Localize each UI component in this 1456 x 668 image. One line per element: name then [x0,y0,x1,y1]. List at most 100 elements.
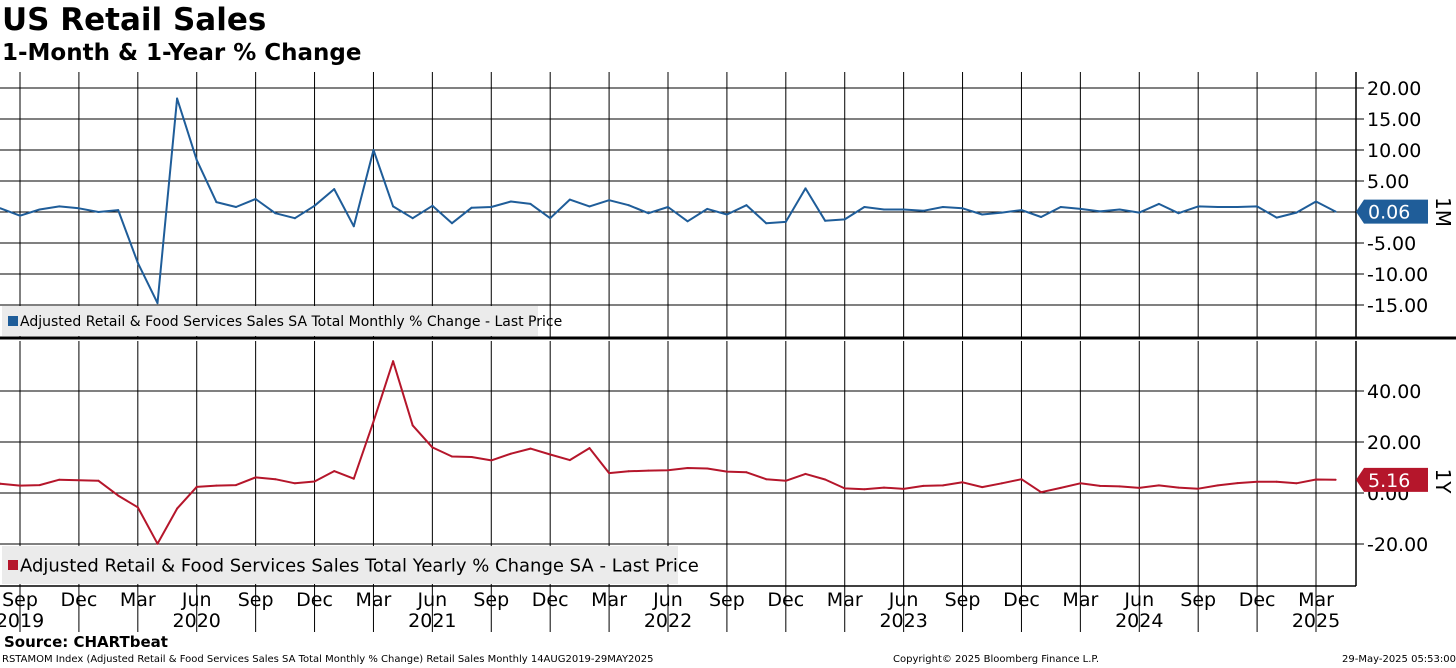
data-point [1079,482,1082,485]
data-point [549,217,552,220]
data-point [647,469,650,472]
x-year-label: 2019 [0,610,44,632]
data-point [568,459,571,462]
chart-subtitle: 1-Month & 1-Year % Change [2,40,362,66]
data-point [136,506,139,509]
data-point [235,206,237,208]
data-point [843,218,846,221]
data-point [1040,491,1043,494]
x-month-label: Mar [356,589,392,611]
data-point [431,204,434,207]
y-tick-label: 20.00 [1367,432,1421,454]
data-point [490,206,493,208]
data-point [19,484,21,487]
x-month-label: Sep [945,589,981,611]
last-value-label: 5.16 [1368,470,1410,492]
data-point [490,459,493,462]
data-point [215,201,218,204]
data-point [392,360,395,363]
legend-label: Adjusted Retail & Food Services Sales SA… [20,314,562,330]
data-point [58,205,61,208]
x-year-label: 2025 [1292,610,1340,632]
y-tick-label: -10.00 [1367,264,1428,286]
data-point [38,484,41,487]
y-tick-label: 10.00 [1367,140,1421,162]
data-point [97,211,100,213]
last-value-label: 0.06 [1368,202,1410,224]
data-point [883,486,885,489]
data-point [0,482,2,485]
data-point [824,478,827,481]
data-point [1197,205,1200,208]
x-month-label: Dec [1003,589,1040,611]
legend-swatch [8,316,18,326]
x-year-label: 2020 [173,610,221,632]
data-point [1275,216,1278,219]
data-point [1197,487,1200,490]
data-point [824,219,827,222]
data-point [1118,485,1121,488]
source-label: Source: CHARTbeat [4,633,168,651]
data-point [1295,211,1298,214]
data-point [745,204,748,207]
data-point [765,478,768,481]
x-year-label: 2022 [644,610,692,632]
data-point [97,479,100,482]
x-month-label: Mar [1062,589,1098,611]
data-point [1020,209,1023,212]
data-point [1256,480,1259,483]
data-point [1256,205,1259,208]
data-point [451,455,453,458]
panel-label: 1Y [1431,469,1455,495]
data-point [352,477,355,480]
data-point [686,467,689,469]
data-point [1315,200,1317,203]
yearly-change-line [0,360,1336,545]
data-point [706,207,709,210]
data-point [1099,484,1101,487]
x-month-label: Mar [827,589,863,611]
data-point [1040,216,1043,218]
data-point [1216,484,1219,487]
data-point [0,207,2,210]
data-point [784,220,787,223]
data-point [608,472,611,475]
legend-swatch [8,560,18,570]
data-point [470,456,473,458]
data-point [686,220,689,223]
data-point [765,222,768,225]
data-point [293,482,296,485]
data-point [77,479,80,482]
data-point [568,198,571,201]
data-point [117,494,120,497]
x-month-label: Jun [652,589,683,611]
data-point [411,217,414,220]
data-point [333,188,336,191]
data-point [1334,210,1337,213]
x-month-label: Sep [2,589,38,611]
data-point [627,204,630,207]
data-point [608,199,611,202]
data-point [1059,486,1062,489]
data-point [117,209,120,212]
data-point [981,213,984,216]
data-point [333,470,336,473]
data-point [1000,211,1003,214]
last-value-box [1356,467,1428,492]
x-month-label: Jun [417,589,448,611]
data-point [156,542,159,545]
data-point [1236,482,1239,485]
x-month-label: Dec [532,589,569,611]
x-month-label: Jun [888,589,919,611]
data-point [470,206,473,209]
data-point [313,480,316,483]
data-point [667,206,669,208]
data-point [647,212,650,215]
data-point [176,507,179,510]
data-point [352,225,355,228]
y-tick-label: -5.00 [1367,233,1416,255]
data-point [136,261,139,264]
x-month-label: Sep [709,589,745,611]
x-month-label: Mar [1298,589,1334,611]
